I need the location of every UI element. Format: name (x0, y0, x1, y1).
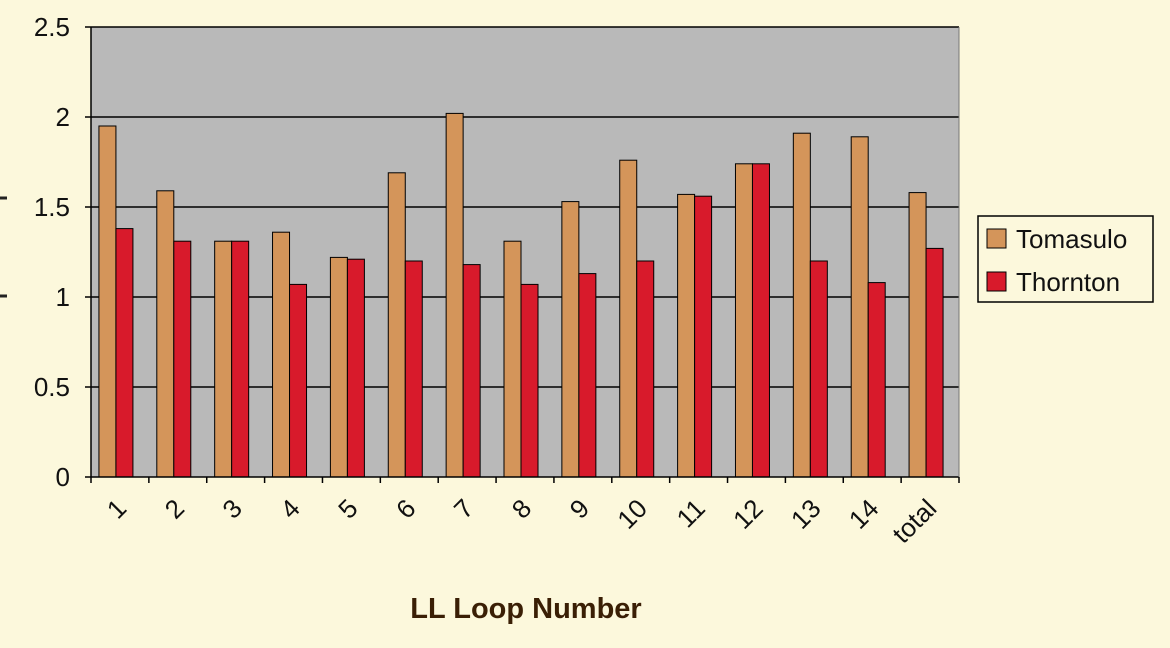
y-tick-label: 0 (56, 462, 70, 492)
x-tick-label-total: total (886, 493, 942, 549)
bar-thornton-13 (809, 260, 828, 478)
x-tick-label-10: 10 (611, 493, 653, 535)
legend-label-tomasulo: Tomasulo (1016, 224, 1127, 254)
y-tick-label: 0.5 (34, 372, 70, 402)
bar-thornton-3 (231, 240, 250, 478)
x-tick-label-6: 6 (390, 493, 421, 524)
y-tick-label: 1.5 (34, 192, 70, 222)
x-tick-label-3: 3 (216, 493, 247, 524)
bar-tomasulo-13 (792, 132, 811, 478)
legend-swatch-tomasulo (986, 228, 1007, 249)
x-tick-label-2: 2 (159, 493, 190, 524)
x-tick-labels: 1 2 3 4 5 6 7 8 9 10 11 12 13 14 total (101, 493, 943, 549)
bar-tomasulo-1 (98, 125, 117, 478)
bar-tomasulo-total (908, 192, 927, 478)
bar-tomasulo-2 (156, 190, 175, 478)
bar-tomasulo-10 (619, 159, 638, 478)
x-tick-label-14: 14 (843, 493, 885, 535)
legend-label-thornton: Thornton (1016, 267, 1120, 297)
bar-tomasulo-5 (329, 256, 348, 478)
bar-thornton-total (925, 247, 944, 478)
bar-thornton-7 (462, 264, 481, 478)
legend-box (977, 215, 1154, 303)
x-tick-label-12: 12 (727, 493, 769, 535)
axes (85, 26, 960, 483)
bar-tomasulo-3 (214, 240, 233, 478)
bar-tomasulo-8 (503, 240, 522, 478)
bar-thornton-8 (520, 283, 539, 478)
bar-thornton-4 (289, 283, 308, 478)
bar-thornton-9 (578, 273, 597, 478)
bar-tomasulo-12 (734, 163, 753, 478)
bar-thornton-14 (867, 282, 886, 478)
bar-tomasulo-14 (850, 136, 869, 478)
bar-tomasulo-6 (387, 172, 406, 478)
y-tick-labels: 0 0.5 1 1.5 2 2.5 (34, 12, 70, 492)
bar-thornton-10 (636, 260, 655, 478)
bar-tomasulo-7 (445, 112, 464, 478)
bar-tomasulo-9 (561, 201, 580, 478)
y-tick-label: 2.5 (34, 12, 70, 42)
legend-swatch-thornton (986, 271, 1007, 292)
bar-thornton-2 (173, 240, 192, 478)
bar-thornton-6 (404, 260, 423, 478)
x-tick-label-11: 11 (671, 493, 711, 533)
x-tick-label-4: 4 (274, 493, 305, 524)
x-axis-label: LL Loop Number (410, 593, 641, 625)
x-tick-label-9: 9 (564, 493, 595, 524)
x-tick-label-13: 13 (785, 493, 827, 535)
x-tick-label-8: 8 (506, 493, 537, 524)
bar-thornton-1 (115, 228, 134, 478)
x-tick-label-7: 7 (448, 493, 479, 524)
bar-thornton-12 (751, 163, 770, 478)
y-tick-label: 1 (56, 282, 70, 312)
y-tick-label: 2 (56, 102, 70, 132)
bar-tomasulo-4 (272, 231, 291, 478)
bar-tomasulo-11 (677, 193, 696, 478)
x-tick-label-1: 1 (101, 493, 132, 524)
legend: Tomasulo Thornton (977, 215, 1154, 303)
x-tick-label-5: 5 (332, 493, 363, 524)
bar-thornton-5 (346, 258, 365, 478)
bar-thornton-11 (694, 195, 713, 478)
